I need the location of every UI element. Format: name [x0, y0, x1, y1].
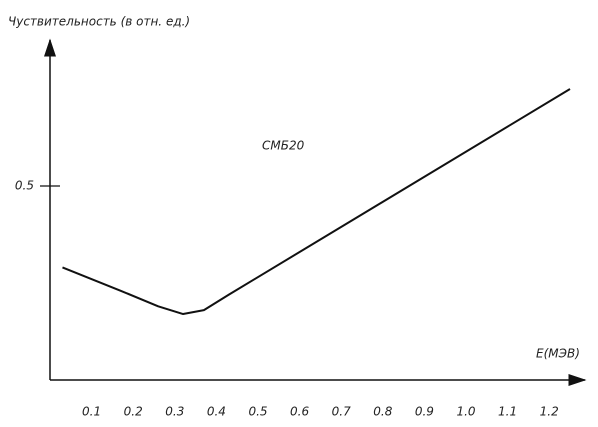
x-tick-label: 0.7 [332, 405, 351, 419]
x-tick-label: 1.0 [456, 405, 475, 419]
x-tick-label: 0.6 [290, 405, 309, 419]
x-tick-label: 0.5 [248, 405, 267, 419]
x-tick-label: 0.1 [82, 405, 101, 419]
y-tick-label: 0.5 [15, 179, 34, 193]
x-tick-label: 0.9 [415, 405, 434, 419]
x-tick-label: 1.2 [540, 405, 559, 419]
x-axis-title: Е(МЭВ) [536, 347, 580, 361]
x-tick-label: 0.2 [124, 405, 143, 419]
annotation: СМБ20 [262, 139, 305, 153]
x-tick-label: 0.4 [207, 405, 226, 419]
x-tick-label: 0.3 [165, 405, 184, 419]
x-tick-label: 0.8 [373, 405, 392, 419]
data-line [62, 88, 571, 316]
x-tick-label: 1.1 [498, 405, 517, 419]
y-axis-title: Чуствительность (в отн. ед.) [8, 15, 190, 29]
